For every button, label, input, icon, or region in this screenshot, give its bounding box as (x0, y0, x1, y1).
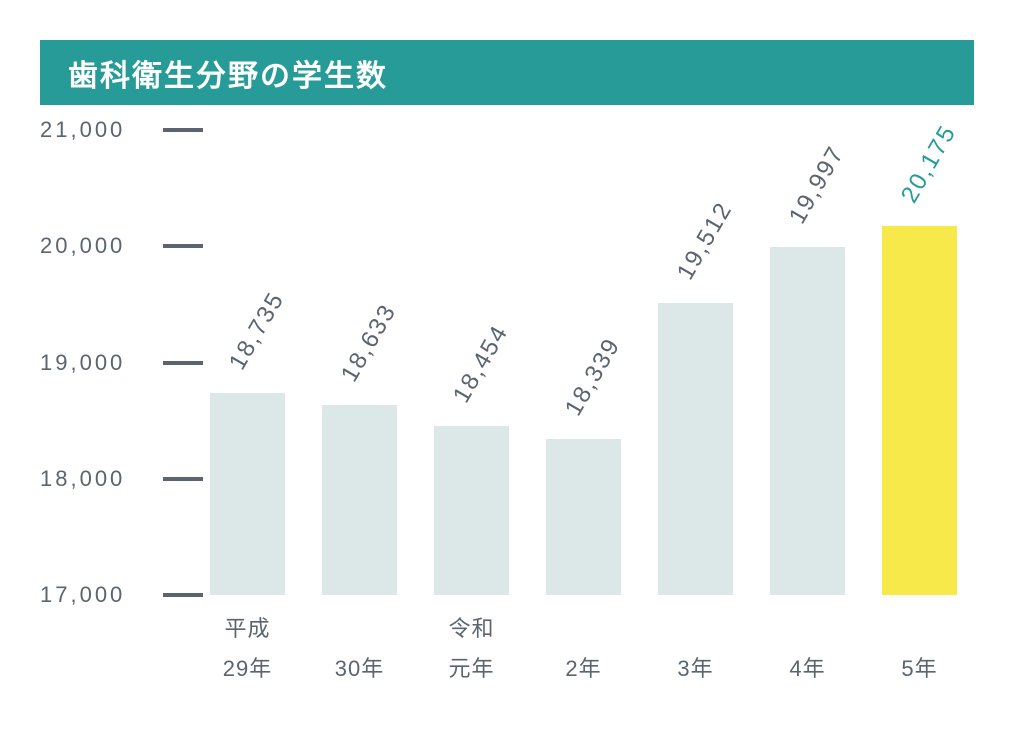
bar: 18,454令和元年 (434, 426, 509, 595)
x-era-label (565, 609, 601, 649)
x-year-label: 元年 (448, 649, 494, 689)
bar-rect (210, 393, 285, 595)
x-axis-label: 2年 (565, 609, 601, 688)
bar: 18,633 30年 (322, 405, 397, 595)
y-tick-mark (163, 477, 203, 481)
x-axis-label: 令和元年 (448, 609, 494, 688)
bar-value-label: 18,454 (447, 320, 514, 408)
bar-rect (770, 247, 845, 595)
x-axis-label: 4年 (789, 609, 825, 688)
x-era-label: 平成 (223, 609, 272, 649)
bar-value-label: 19,512 (671, 197, 738, 285)
y-tick-mark (163, 361, 203, 365)
x-axis-label: 平成29年 (223, 609, 272, 688)
y-tick-label: 18,000 (40, 466, 145, 492)
x-year-label: 2年 (565, 649, 601, 689)
y-tick-mark (163, 244, 203, 248)
x-era-label (335, 609, 384, 649)
x-axis-label: 5年 (901, 609, 937, 688)
y-tick-label: 19,000 (40, 350, 145, 376)
y-tick-label: 20,000 (40, 233, 145, 259)
bar: 19,997 4年 (770, 247, 845, 595)
x-year-label: 29年 (223, 649, 272, 689)
y-axis: 17,00018,00019,00020,00021,000 (40, 130, 210, 690)
bar-rect (322, 405, 397, 595)
plot-area: 18,735平成29年18,633 30年18,454令和元年18,339 2年… (210, 130, 1000, 690)
y-tick-mark (163, 593, 203, 597)
bar: 19,512 3年 (658, 303, 733, 595)
x-era-label: 令和 (448, 609, 494, 649)
x-year-label: 5年 (901, 649, 937, 689)
x-year-label: 4年 (789, 649, 825, 689)
x-axis-label: 30年 (335, 609, 384, 688)
bar-value-label: 18,339 (559, 333, 626, 421)
x-year-label: 30年 (335, 649, 384, 689)
x-era-label (789, 609, 825, 649)
x-era-label (901, 609, 937, 649)
bar: 20,175 5年 (882, 226, 957, 595)
bar-rect (546, 439, 621, 595)
y-tick-label: 21,000 (40, 117, 145, 143)
bar: 18,339 2年 (546, 439, 621, 595)
y-tick-mark (163, 128, 203, 132)
x-year-label: 3年 (677, 649, 713, 689)
bar-rect (882, 226, 957, 595)
bar-value-label: 18,735 (223, 287, 290, 375)
bar-value-label: 19,997 (783, 141, 850, 229)
bar-value-label: 20,175 (895, 120, 962, 208)
bar-value-label: 18,633 (335, 299, 402, 387)
x-axis-label: 3年 (677, 609, 713, 688)
chart-area: 17,00018,00019,00020,00021,000 18,735平成2… (40, 130, 1000, 690)
bar: 18,735平成29年 (210, 393, 285, 595)
chart-title: 歯科衛生分野の学生数 (68, 51, 388, 95)
x-era-label (677, 609, 713, 649)
y-tick-label: 17,000 (40, 582, 145, 608)
bar-rect (434, 426, 509, 595)
bar-rect (658, 303, 733, 595)
chart-title-bar: 歯科衛生分野の学生数 (40, 40, 974, 105)
